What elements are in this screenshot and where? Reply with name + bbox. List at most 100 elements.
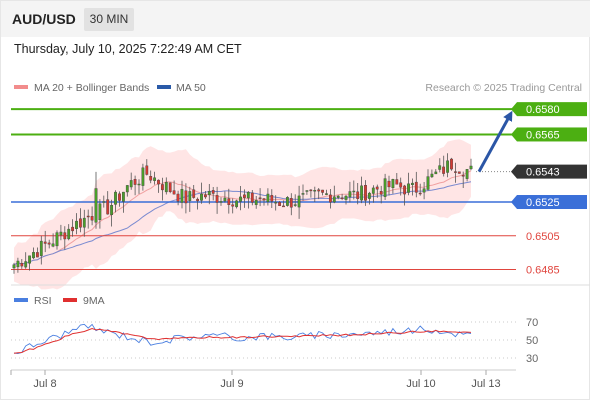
candle-body — [352, 190, 356, 193]
moving-average-layer — [13, 170, 472, 266]
candle-body — [145, 165, 149, 175]
candle-body — [94, 188, 98, 223]
candle-body — [270, 195, 274, 202]
candle-body — [391, 178, 395, 188]
candle-body — [36, 252, 39, 258]
candle-body — [86, 215, 90, 218]
candle-body — [227, 198, 231, 206]
candle-body — [258, 197, 262, 199]
candle-body — [28, 255, 31, 264]
candle-body — [129, 180, 133, 188]
candle-body — [16, 260, 20, 268]
candle-body — [67, 228, 71, 240]
candle-body — [348, 191, 352, 198]
level-tag-pointer-0.6543 — [511, 164, 517, 179]
candle-body — [469, 165, 473, 170]
candle-body — [375, 186, 379, 190]
candle-body — [364, 184, 367, 201]
candle-body — [176, 193, 180, 202]
candle-body — [438, 165, 442, 170]
candle-body — [192, 189, 196, 198]
symbol-label: AUD/USD — [12, 11, 76, 27]
level-lines-layer — [11, 108, 516, 271]
candle-body — [442, 166, 445, 174]
candle-body — [383, 178, 387, 197]
candle-body — [43, 241, 47, 244]
candle-body — [223, 197, 227, 202]
candle-body — [289, 198, 293, 208]
candle-body — [414, 181, 418, 193]
candle-body — [164, 181, 168, 193]
candle-body — [121, 191, 125, 202]
rsi-panel-layer: 70 50 30 — [11, 317, 538, 365]
candle-body — [262, 198, 266, 201]
candle-body — [157, 179, 160, 185]
rsi-tick-70: 70 — [526, 317, 538, 329]
candle-body — [371, 187, 375, 194]
rsi-legend-label: RSI — [34, 295, 52, 307]
candle-body — [411, 182, 414, 186]
candle-body — [141, 167, 145, 186]
candle-body — [434, 171, 438, 175]
ma50-legend-swatch — [157, 85, 171, 89]
candle-body — [461, 174, 465, 177]
candle-body — [340, 197, 344, 200]
candle-body — [133, 178, 137, 185]
candle-body — [332, 196, 336, 203]
candle-body — [39, 240, 43, 256]
candle-body — [168, 182, 172, 193]
credit-label: Research © 2025 Trading Central — [425, 82, 582, 94]
rsi-legend-swatch — [14, 298, 28, 302]
rsi-line — [13, 323, 472, 354]
candle-body — [356, 191, 360, 199]
candle-body — [200, 193, 203, 201]
candle-body — [313, 189, 317, 192]
timeframe-button[interactable]: 30 MIN — [84, 8, 134, 31]
candle-body — [266, 193, 270, 203]
candle-body — [231, 204, 235, 207]
rsi-ma-line — [13, 327, 472, 354]
level-label-0.6485: 0.6485 — [526, 265, 560, 277]
chart-datetime: Thursday, July 10, 2025 7:22:49 AM CET — [14, 42, 242, 56]
candle-body — [102, 201, 106, 203]
candles-layer — [12, 153, 473, 274]
level-tag-0.6543 — [517, 164, 587, 179]
candle-body — [426, 176, 430, 190]
candle-body — [153, 177, 156, 181]
level-tag-pointer-0.6525 — [511, 195, 517, 210]
candle-body — [309, 189, 313, 192]
candle-body — [286, 197, 289, 206]
candle-body — [278, 201, 281, 206]
candle-body — [55, 232, 59, 247]
candle-body — [207, 191, 211, 196]
candle-body — [188, 191, 192, 201]
rsi-ma-legend-label: 9MA — [83, 295, 105, 307]
candle-body — [317, 189, 321, 192]
candle-body — [379, 190, 383, 195]
candle-body — [387, 180, 391, 188]
candle-body — [301, 193, 305, 195]
candle-body — [184, 190, 188, 204]
level-tag-0.6525 — [517, 195, 587, 210]
candle-body — [399, 182, 403, 188]
ma50-legend-label: MA 50 — [176, 82, 206, 94]
candle-body — [196, 198, 199, 202]
level-tag-pointer-0.6565 — [511, 127, 517, 142]
candle-body — [297, 195, 301, 208]
candle-body — [282, 205, 285, 208]
candle-body — [125, 185, 129, 193]
candle-body — [149, 175, 153, 181]
candle-body — [368, 192, 371, 199]
candle-body — [98, 203, 102, 221]
candle-body — [71, 226, 75, 232]
candle-body — [24, 261, 28, 268]
level-label-0.6525: 0.6525 — [526, 197, 560, 209]
candle-body — [403, 185, 406, 195]
time-axis-layer: Jul 8 Jul 9 Jul 10 Jul 13 — [10, 370, 501, 390]
candle-body — [75, 220, 78, 230]
candle-body — [395, 179, 399, 185]
candle-body — [321, 189, 324, 193]
candle-body — [250, 192, 254, 203]
candle-body — [418, 192, 422, 195]
